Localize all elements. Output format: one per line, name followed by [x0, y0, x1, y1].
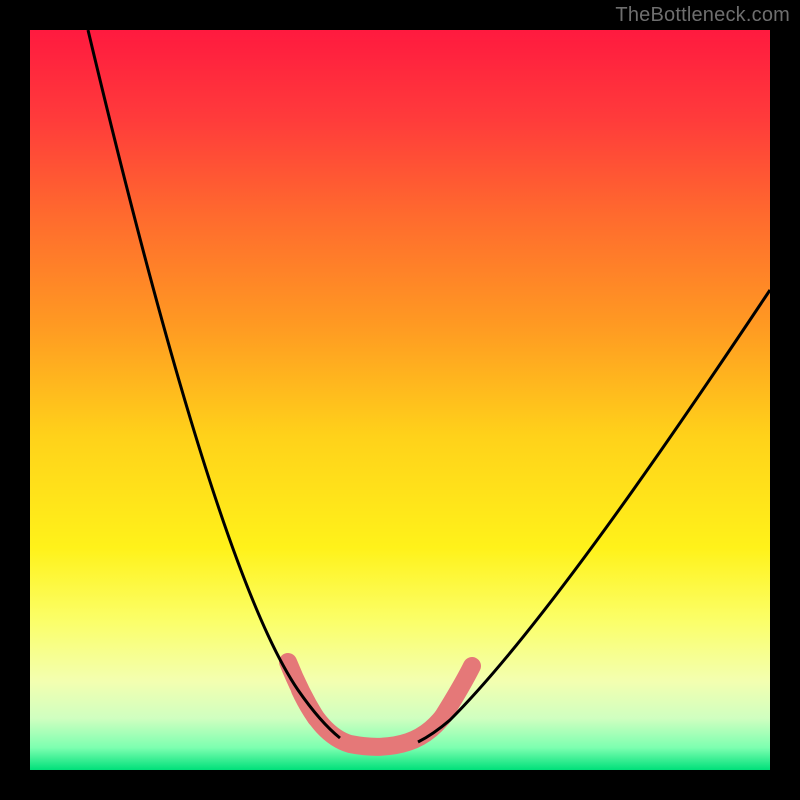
plot-area — [30, 30, 770, 770]
chart-frame: TheBottleneck.com — [0, 0, 800, 800]
curve-left — [88, 30, 340, 738]
accent-right — [442, 666, 472, 718]
curves-layer — [30, 30, 770, 770]
watermark-text: TheBottleneck.com — [615, 4, 790, 27]
